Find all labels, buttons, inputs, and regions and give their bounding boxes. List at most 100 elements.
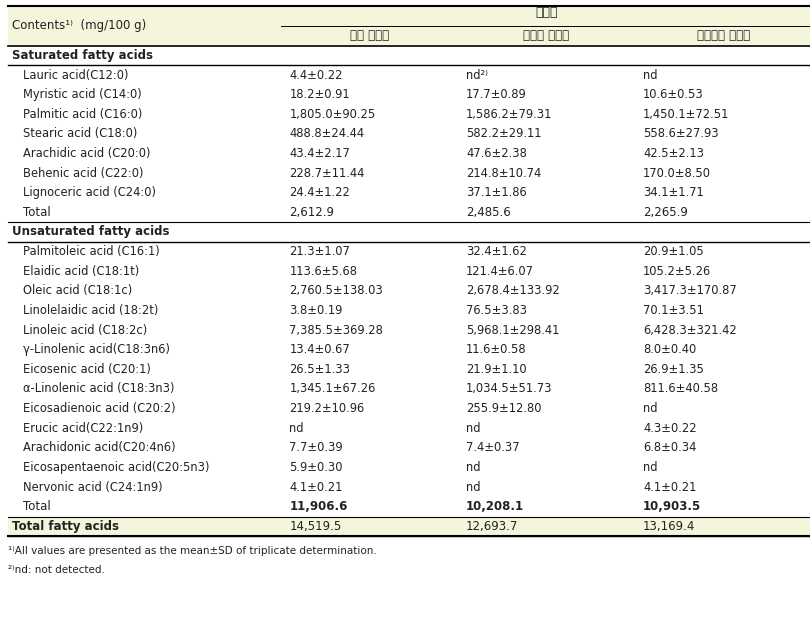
Bar bbox=[8, 281, 810, 301]
Bar bbox=[8, 497, 810, 517]
Text: 13.4±0.67: 13.4±0.67 bbox=[289, 343, 350, 356]
Text: 21.3±1.07: 21.3±1.07 bbox=[289, 245, 350, 258]
Text: 20.9±1.05: 20.9±1.05 bbox=[643, 245, 704, 258]
Text: 105.2±5.26: 105.2±5.26 bbox=[643, 265, 711, 278]
Text: 76.5±3.83: 76.5±3.83 bbox=[467, 304, 527, 317]
Text: 121.4±6.07: 121.4±6.07 bbox=[467, 265, 534, 278]
Text: 70.1±3.51: 70.1±3.51 bbox=[643, 304, 704, 317]
Text: 6,428.3±321.42: 6,428.3±321.42 bbox=[643, 323, 737, 337]
Text: Total fatty acids: Total fatty acids bbox=[12, 520, 119, 533]
Bar bbox=[8, 261, 810, 281]
Text: Lignoceric acid (C24:0): Lignoceric acid (C24:0) bbox=[23, 186, 156, 199]
Bar bbox=[8, 85, 810, 104]
Text: 32.4±1.62: 32.4±1.62 bbox=[467, 245, 527, 258]
Bar bbox=[8, 517, 810, 536]
Text: Nervonic acid (C24:1n9): Nervonic acid (C24:1n9) bbox=[23, 480, 162, 494]
Text: Palmitic acid (C16:0): Palmitic acid (C16:0) bbox=[23, 108, 142, 121]
Text: 13,169.4: 13,169.4 bbox=[643, 520, 695, 533]
Bar bbox=[8, 418, 810, 438]
Text: 11,906.6: 11,906.6 bbox=[289, 500, 347, 513]
Text: 인당 청국장: 인당 청국장 bbox=[350, 29, 390, 42]
Text: 7.7±0.39: 7.7±0.39 bbox=[289, 441, 343, 454]
Text: 113.6±5.68: 113.6±5.68 bbox=[289, 265, 357, 278]
Text: 2,485.6: 2,485.6 bbox=[467, 206, 511, 219]
Text: ²⁾nd: not detected.: ²⁾nd: not detected. bbox=[8, 565, 105, 575]
Bar bbox=[8, 320, 810, 340]
Text: 7,385.5±369.28: 7,385.5±369.28 bbox=[289, 323, 383, 337]
Bar bbox=[8, 222, 810, 242]
Text: Linoleic acid (C18:2c): Linoleic acid (C18:2c) bbox=[23, 323, 147, 337]
Text: 7.4±0.37: 7.4±0.37 bbox=[467, 441, 520, 454]
Text: 11.6±0.58: 11.6±0.58 bbox=[467, 343, 526, 356]
Bar bbox=[8, 340, 810, 360]
Text: Linolelaidic acid (18:2t): Linolelaidic acid (18:2t) bbox=[23, 304, 158, 317]
Text: nd: nd bbox=[467, 480, 480, 494]
Text: 4.1±0.21: 4.1±0.21 bbox=[289, 480, 343, 494]
Text: Stearic acid (C18:0): Stearic acid (C18:0) bbox=[23, 127, 137, 141]
Text: 1,345.1±67.26: 1,345.1±67.26 bbox=[289, 382, 376, 396]
Text: 2,612.9: 2,612.9 bbox=[289, 206, 335, 219]
Text: 2,678.4±133.92: 2,678.4±133.92 bbox=[467, 284, 560, 298]
Bar bbox=[8, 458, 810, 477]
Text: Elaidic acid (C18:1t): Elaidic acid (C18:1t) bbox=[23, 265, 139, 278]
Text: 24.4±1.22: 24.4±1.22 bbox=[289, 186, 350, 199]
Text: 37.1±1.86: 37.1±1.86 bbox=[467, 186, 527, 199]
Bar bbox=[8, 65, 810, 85]
Text: 26.5±1.33: 26.5±1.33 bbox=[289, 363, 351, 376]
Text: γ-Linolenic acid(C18:3n6): γ-Linolenic acid(C18:3n6) bbox=[23, 343, 169, 356]
Text: 12,693.7: 12,693.7 bbox=[467, 520, 518, 533]
Text: Eicosadienoic acid (C20:2): Eicosadienoic acid (C20:2) bbox=[23, 402, 175, 415]
Text: nd: nd bbox=[643, 402, 658, 415]
Text: Lauric acid(C12:0): Lauric acid(C12:0) bbox=[23, 68, 128, 82]
Text: 4.1±0.21: 4.1±0.21 bbox=[643, 480, 697, 494]
Text: 17.7±0.89: 17.7±0.89 bbox=[467, 88, 527, 101]
Text: α-Linolenic acid (C18:3n3): α-Linolenic acid (C18:3n3) bbox=[23, 382, 174, 396]
Text: Eicosapentaenoic acid(C20:5n3): Eicosapentaenoic acid(C20:5n3) bbox=[23, 461, 209, 474]
Text: Unsaturated fatty acids: Unsaturated fatty acids bbox=[12, 225, 169, 239]
Text: 8.0±0.40: 8.0±0.40 bbox=[643, 343, 697, 356]
Bar bbox=[8, 242, 810, 261]
Bar bbox=[8, 301, 810, 320]
Text: Eicosenic acid (C20:1): Eicosenic acid (C20:1) bbox=[23, 363, 151, 376]
Text: 1,034.5±51.73: 1,034.5±51.73 bbox=[467, 382, 552, 396]
Text: 10,903.5: 10,903.5 bbox=[643, 500, 701, 513]
Text: Saturated fatty acids: Saturated fatty acids bbox=[12, 49, 153, 62]
Bar bbox=[8, 183, 810, 203]
Text: nd²⁾: nd²⁾ bbox=[467, 68, 488, 82]
Text: Palmitoleic acid (C16:1): Palmitoleic acid (C16:1) bbox=[23, 245, 160, 258]
Text: Total: Total bbox=[23, 206, 50, 219]
Text: 582.2±29.11: 582.2±29.11 bbox=[467, 127, 542, 141]
Text: 219.2±10.96: 219.2±10.96 bbox=[289, 402, 364, 415]
Bar bbox=[8, 203, 810, 222]
Text: 3,417.3±170.87: 3,417.3±170.87 bbox=[643, 284, 737, 298]
Text: 1,586.2±79.31: 1,586.2±79.31 bbox=[467, 108, 552, 121]
Text: 4.3±0.22: 4.3±0.22 bbox=[643, 422, 697, 435]
Bar bbox=[8, 124, 810, 144]
Text: 5,968.1±298.41: 5,968.1±298.41 bbox=[467, 323, 560, 337]
Bar bbox=[8, 26, 810, 46]
Bar bbox=[8, 6, 810, 26]
Bar bbox=[8, 477, 810, 497]
Text: 558.6±27.93: 558.6±27.93 bbox=[643, 127, 718, 141]
Text: Oleic acid (C18:1c): Oleic acid (C18:1c) bbox=[23, 284, 132, 298]
Text: 2,760.5±138.03: 2,760.5±138.03 bbox=[289, 284, 383, 298]
Text: 47.6±2.38: 47.6±2.38 bbox=[467, 147, 527, 160]
Bar bbox=[8, 399, 810, 418]
Text: nd: nd bbox=[643, 461, 658, 474]
Text: 6.8±0.34: 6.8±0.34 bbox=[643, 441, 697, 454]
Text: 14,519.5: 14,519.5 bbox=[289, 520, 342, 533]
Text: 1,450.1±72.51: 1,450.1±72.51 bbox=[643, 108, 729, 121]
Text: Total: Total bbox=[23, 500, 50, 513]
Text: 811.6±40.58: 811.6±40.58 bbox=[643, 382, 718, 396]
Text: nd: nd bbox=[289, 422, 304, 435]
Text: 3.8±0.19: 3.8±0.19 bbox=[289, 304, 343, 317]
Bar bbox=[8, 379, 810, 399]
Text: 21.9±1.10: 21.9±1.10 bbox=[467, 363, 526, 376]
Text: 4.4±0.22: 4.4±0.22 bbox=[289, 68, 343, 82]
Text: ¹⁾All values are presented as the mean±SD of triplicate determination.: ¹⁾All values are presented as the mean±S… bbox=[8, 546, 377, 556]
Text: Arachidic acid (C20:0): Arachidic acid (C20:0) bbox=[23, 147, 150, 160]
Bar bbox=[8, 46, 810, 65]
Text: 홍산양삼 청국장: 홍산양삼 청국장 bbox=[697, 29, 750, 42]
Text: Behenic acid (C22:0): Behenic acid (C22:0) bbox=[23, 166, 143, 180]
Text: 10,208.1: 10,208.1 bbox=[467, 500, 524, 513]
